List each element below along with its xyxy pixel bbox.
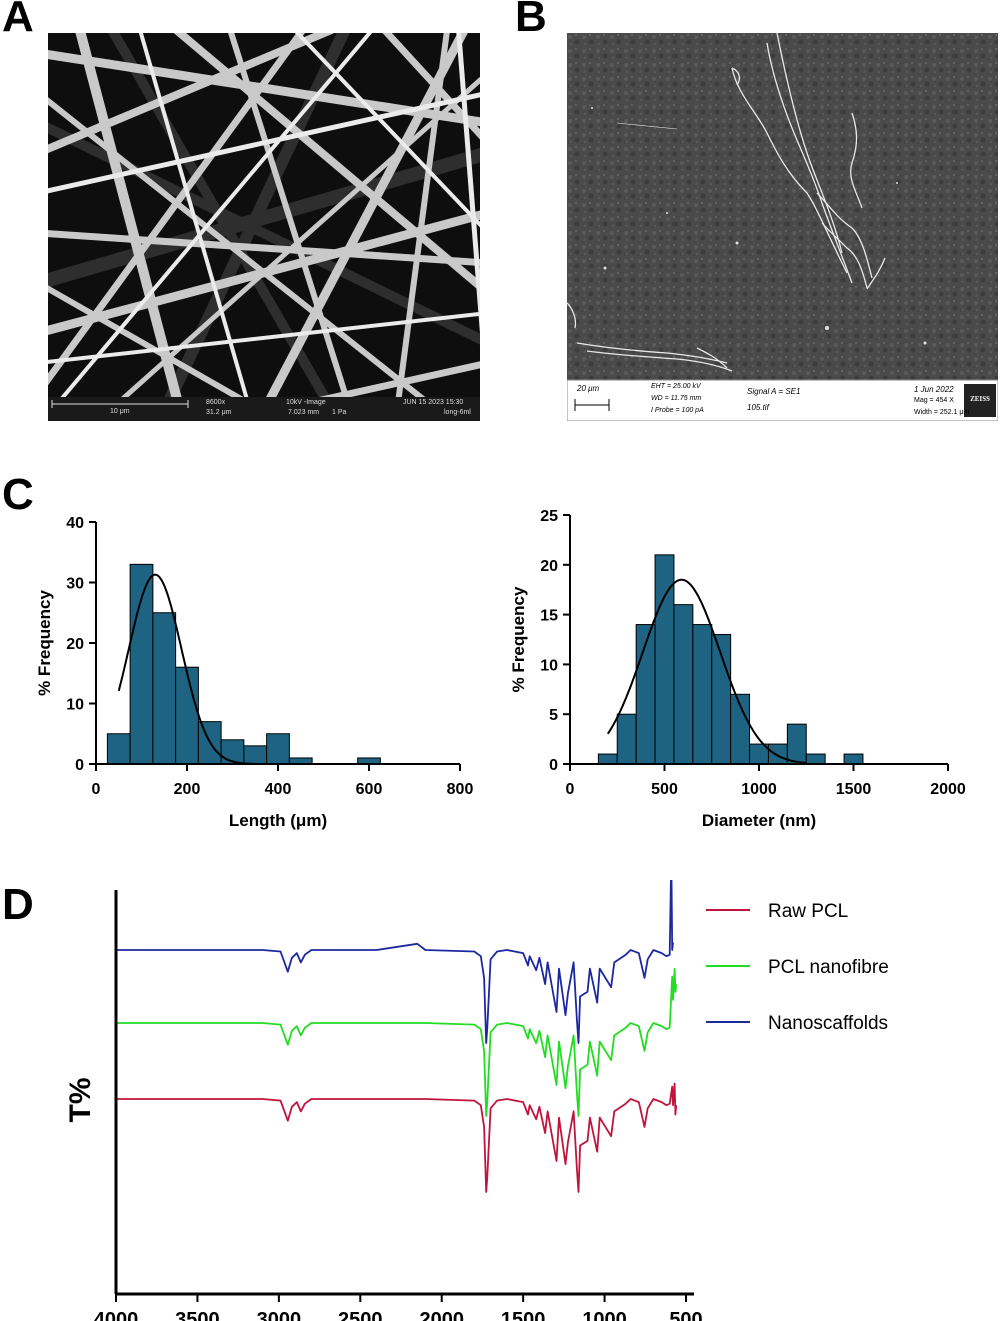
sem-image-a: 10 μm 8600x 31.2 μm 10kV -Image 7.023 mm…: [48, 33, 480, 421]
spectrum-line-1: [116, 967, 678, 1117]
y-tick-label: 10: [540, 657, 558, 674]
x-tick-label: 200: [174, 781, 201, 798]
x-tick-label: 0: [92, 781, 101, 798]
x-tick-label: 800: [447, 781, 474, 798]
histogram-bar: [175, 666, 199, 765]
panel-label-a: A: [2, 0, 34, 41]
x-tick-label: 1000: [582, 1309, 627, 1321]
x-tick-label: 500: [651, 781, 678, 798]
spectrum-line-0: [116, 1082, 678, 1193]
x-tick-label: 2000: [930, 781, 966, 798]
y-axis-label: % Frequency: [35, 590, 54, 696]
sparse-fiber-picture: [567, 33, 998, 421]
x-tick-label: 500: [669, 1309, 702, 1321]
sem-b-wd: WD = 11.75 mm: [651, 395, 702, 402]
histogram-bar: [243, 745, 268, 765]
sem-a-date: JUN 15 2023 15:30: [403, 399, 464, 406]
ftir-spectra-chart: 4000 3500 3000 2500 2000 1500 1000 500 T% Raw PCL…: [64, 880, 889, 1321]
sem-b-eht: EHT = 25.00 kV: [651, 383, 701, 390]
zeiss-logo: ZEISS: [970, 395, 990, 403]
diameter-histogram: 0 500 1000 1500 2000 0 5 10 15 20 25 Diameter (nm)%…: [509, 508, 966, 830]
histogram-bar: [786, 723, 807, 765]
y-tick-label: 0: [549, 757, 558, 774]
sem-a-scale: 10 μm: [110, 408, 130, 415]
legend-label-0: Raw PCL: [768, 901, 848, 922]
histogram-bar: [843, 753, 864, 765]
y-tick-label: 5: [549, 707, 558, 724]
histogram-bar: [673, 604, 694, 765]
panel-label-d: D: [2, 880, 34, 929]
x-tick-label: 1500: [836, 781, 872, 798]
sem-a-mag: 8600x: [206, 399, 226, 406]
sem-b-probe: I Probe = 100 pA: [651, 407, 704, 414]
histogram-bar: [129, 563, 154, 765]
histogram-bar: [106, 733, 131, 765]
x-axis-label: Length (μm): [229, 811, 327, 830]
histogram-bar: [266, 733, 290, 765]
y-tick-label: 40: [66, 515, 84, 532]
x-tick-label: 1500: [501, 1309, 546, 1321]
sem-b-width: Width = 252.1 μm: [914, 409, 970, 416]
y-axis-label: T%: [64, 1078, 97, 1123]
legend-label-2: Nanoscaffolds: [768, 1013, 888, 1034]
panel-label-c: C: [2, 470, 34, 519]
y-tick-label: 10: [66, 697, 84, 714]
sem-a-hfw: 31.2 μm: [206, 409, 232, 416]
x-tick-label: 2500: [338, 1309, 383, 1321]
y-tick-label: 0: [75, 757, 84, 774]
histogram-bar: [152, 612, 177, 765]
y-tick-label: 20: [540, 558, 558, 575]
sem-image-b: 20 μm EHT = 25.00 kV WD = 11.75 mm I Pro…: [567, 33, 998, 421]
gaussian-fit-line: [606, 578, 807, 764]
x-tick-label: 600: [356, 781, 383, 798]
histogram-bar: [805, 753, 826, 765]
x-tick-label: 3500: [175, 1309, 220, 1321]
histogram-bar: [692, 624, 713, 765]
x-axis-label: Diameter (nm): [702, 811, 816, 830]
x-tick-label: 4000: [94, 1309, 139, 1321]
spectrum-line-2: [116, 880, 674, 1044]
legend-label-1: PCL nanofibre: [768, 957, 889, 978]
y-tick-label: 30: [66, 576, 84, 593]
x-tick-label: 2000: [419, 1309, 464, 1321]
histogram-bar: [597, 753, 618, 765]
x-tick-label: 1000: [741, 781, 777, 798]
x-tick-label: 3000: [257, 1309, 302, 1321]
histogram-bar: [767, 743, 788, 765]
sem-b-date: 1 Jun 2022: [914, 385, 954, 394]
y-tick-label: 20: [66, 636, 84, 653]
fiber-network-picture: [48, 33, 480, 421]
sem-a-wd: 7.023 mm: [288, 409, 320, 416]
sem-b-signal: Signal A = SE1: [747, 387, 801, 396]
x-tick-label: 400: [265, 781, 292, 798]
sem-b-mag: Mag = 454 X: [914, 397, 954, 404]
sem-a-label: long-6ml: [444, 409, 471, 416]
length-histogram: 0 200 400 600 800 0 10 20 30 40 Length (μm) % Frequ…: [35, 515, 474, 830]
sem-b-scale: 20 μm: [577, 384, 600, 393]
y-tick-label: 15: [540, 608, 558, 625]
gaussian-fit-line: [117, 573, 256, 765]
y-tick-label: 25: [540, 508, 558, 525]
sem-a-hv: 10kV -Image: [286, 399, 326, 406]
sem-b-file: 105.tif: [747, 403, 769, 412]
x-tick-label: 0: [566, 781, 575, 798]
panel-label-b: B: [515, 0, 547, 41]
sem-a-pressure: 1 Pa: [332, 409, 347, 416]
histogram-bar: [616, 713, 637, 765]
y-axis-label: % Frequency: [509, 586, 528, 692]
